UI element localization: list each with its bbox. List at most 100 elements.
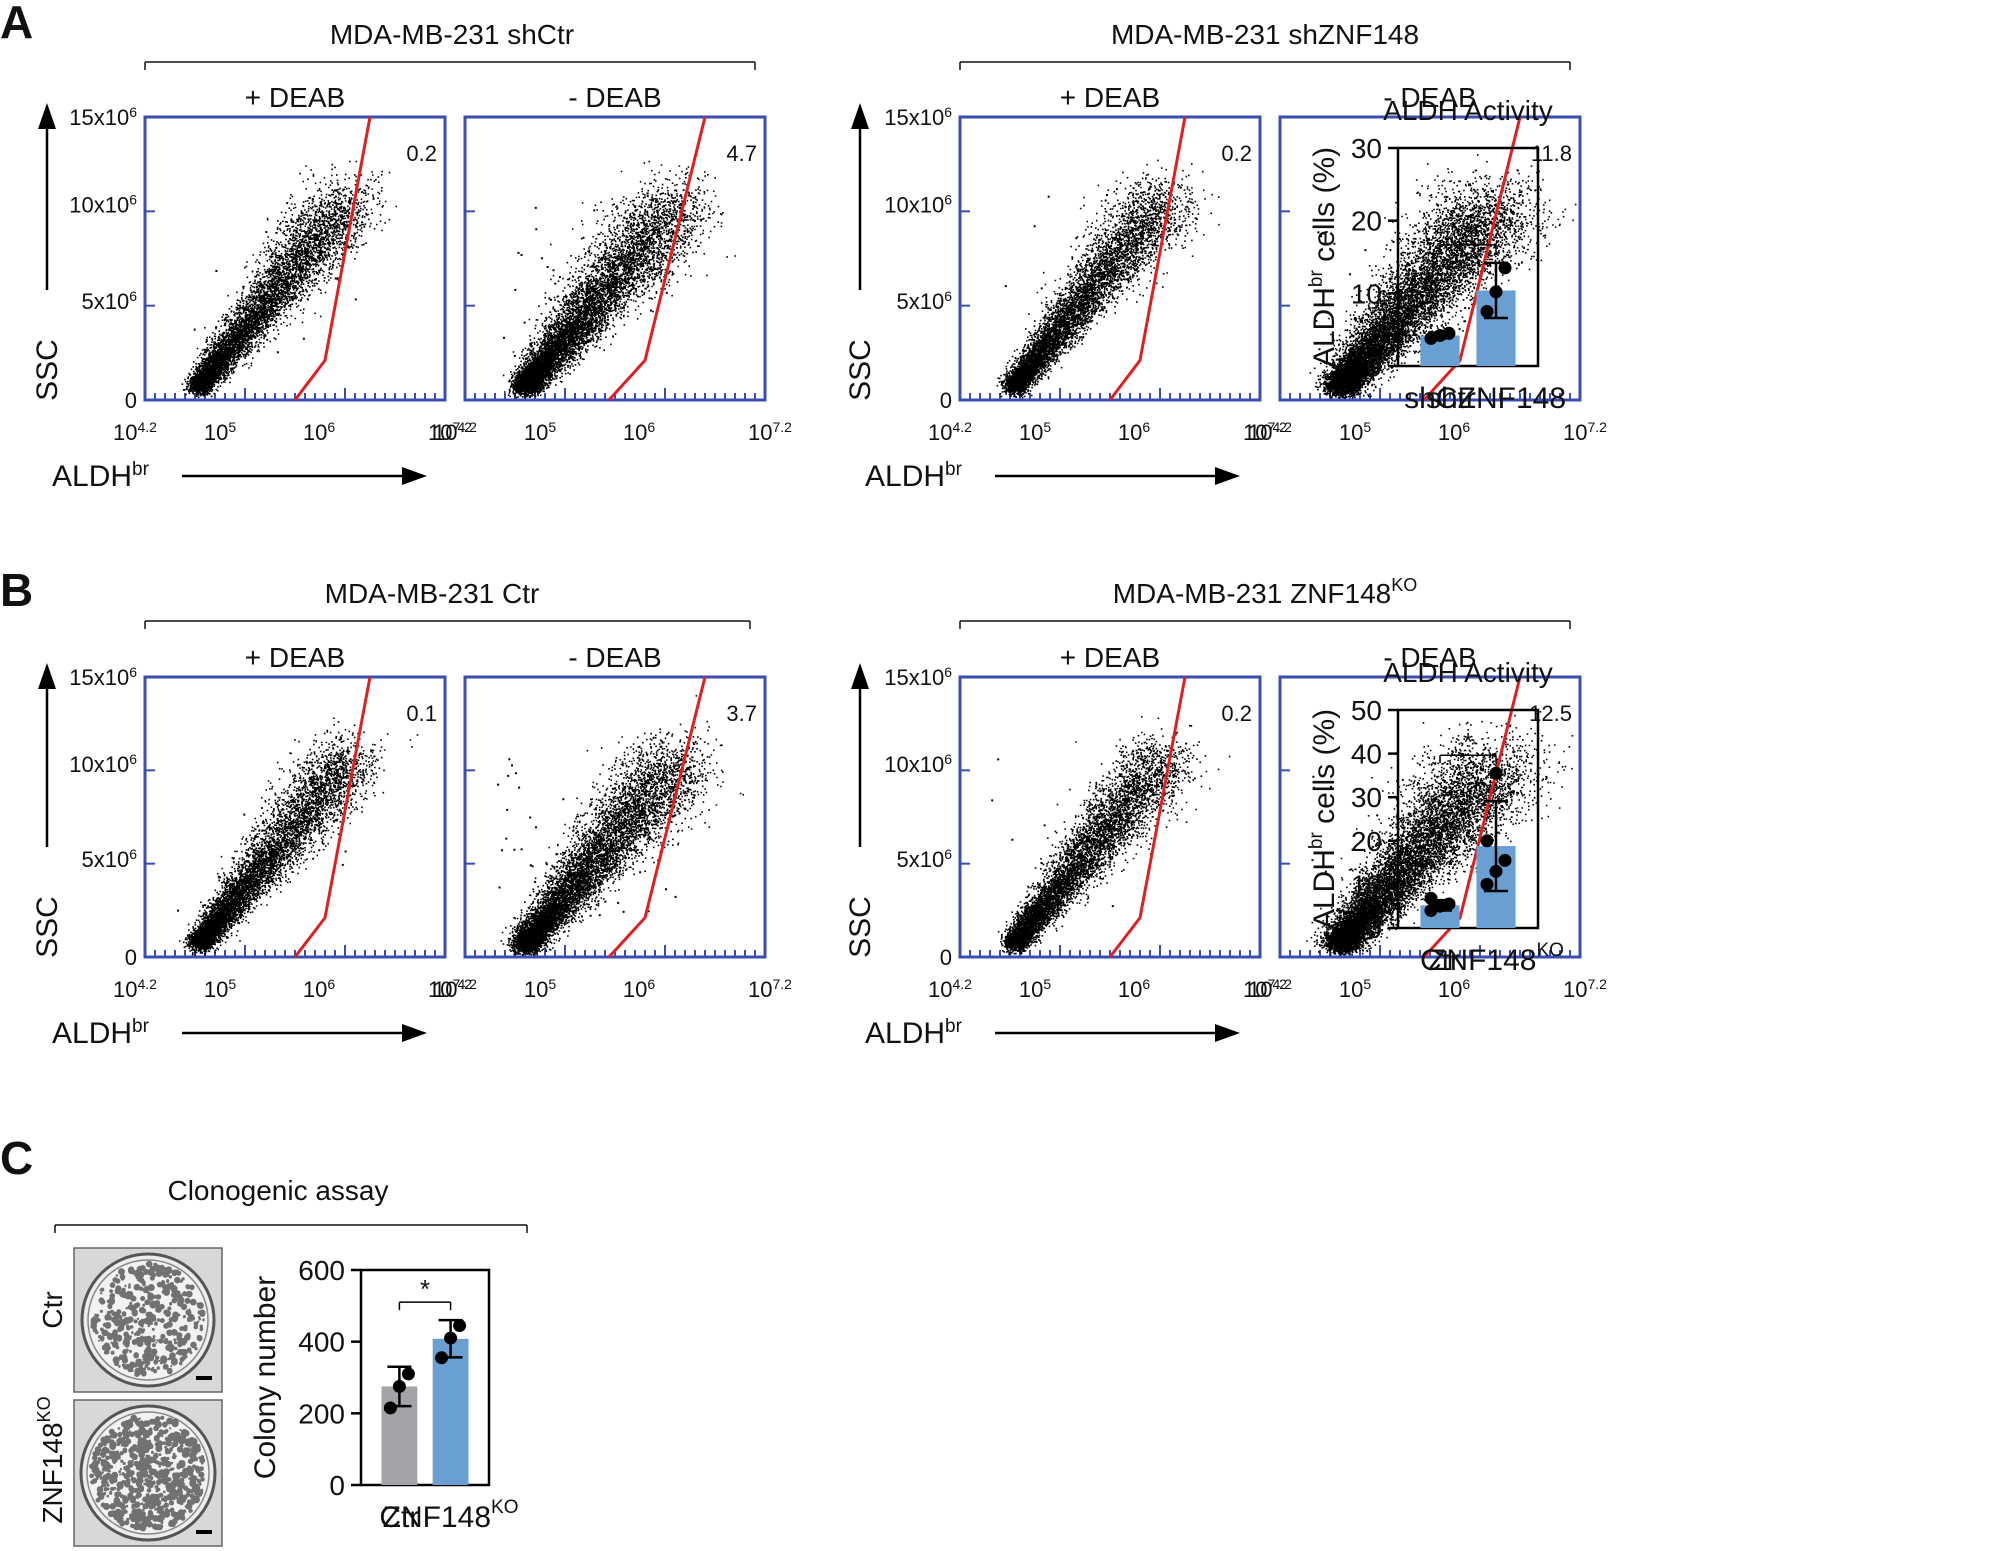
y-tick-label: 0 [1366,351,1382,382]
dish-image-ko [73,1399,223,1547]
flow-plot-a-1-0: 0.2 + DEAB 104.2 105 106 107.2 15x106 10x106 5x1… [884,82,1287,445]
group-title-b-left: MDA-MB-231 Ctr [325,578,540,609]
x-axis-label-aldh: ALDHbr [865,459,963,493]
x-tick-label: 106 [1438,976,1470,1002]
gate-value: 0.1 [406,701,437,726]
flow-axis-arrows: SSC ALDHbr [844,103,1240,493]
gate-value: 0.2 [406,141,437,166]
population-dots [996,159,1220,399]
x-axis-label-aldh: ALDHbr [52,459,150,493]
y-axis-label: ALDHbr cells (%) [1306,147,1341,367]
data-point [1498,853,1512,867]
y-tick-label: 10x106 [884,751,952,777]
x-tick-label: 105 [1019,419,1051,445]
gate-value: 3.7 [726,701,757,726]
y-tick-label: 5x106 [896,288,952,314]
x-axis-label-aldh: ALDHbr [865,1016,963,1050]
x-tick-label: 106 [623,976,655,1002]
chart-title: ALDH Activity [1383,95,1553,126]
y-tick-label: 15x106 [69,664,137,690]
gate-line [607,116,707,402]
significance-bracket: * [1439,727,1497,764]
x-tick-label: 107.2 [748,976,792,1002]
gate-value: 12.5 [1529,701,1572,726]
gate-line [1108,676,1187,958]
data-point [444,1331,458,1345]
group-title-a-left: MDA-MB-231 shCtr [330,19,574,50]
x-tick-label: 106 [1118,976,1150,1002]
data-point [383,1401,397,1415]
x-tick-label: 107.2 [428,976,472,1002]
category-label: Ctr [1420,944,1460,977]
population-dots [1306,711,1574,956]
y-tick-label: 400 [298,1327,345,1358]
flow-plot-a-0-0: 0.2 + DEAB 104.2 105 106 107.2 15x106 10x106 5x1… [69,82,472,445]
x-tick-label: 104.2 [433,976,477,1002]
axis-ticks [959,676,1261,958]
plot-condition-label: + DEAB [1060,82,1160,113]
x-tick-label: 106 [623,419,655,445]
group-title-b-right: MDA-MB-231 ZNF148KO [1113,575,1418,609]
y-tick-label: 5x106 [81,846,137,872]
y-tick-label: 30 [1351,133,1382,164]
significance-star: * [420,1274,430,1304]
y-tick-label: 0 [329,1470,345,1501]
y-axis-label-ssc: SSC [31,339,64,401]
significance-bracket: * [398,1274,452,1311]
x-tick-label: 104.2 [1248,976,1292,1002]
y-tick-label: 15x106 [884,104,952,130]
plot-condition-label: - DEAB [1383,642,1476,673]
plot-condition-label: - DEAB [568,82,661,113]
x-tick-label: 105 [204,419,236,445]
gate-line [293,116,372,401]
gate-line [607,676,707,959]
axis-ticks [144,676,446,958]
y-tick-label: 0 [940,388,952,413]
flow-axis-arrows: SSC ALDHbr [31,663,427,1050]
x-tick-label: 105 [524,419,556,445]
gate-value: 0.2 [1221,701,1252,726]
x-tick-label: 107.2 [428,419,472,445]
data-point [1442,897,1456,911]
flow-plot-b-0-1: 3.7 - DEAB 104.2 105 106 107.2 [433,642,792,1002]
x-tick-label: 104.2 [113,976,157,1002]
x-axis-label-aldh: ALDHbr [52,1016,150,1050]
y-tick-label: 5x106 [81,288,137,314]
data-point [1480,834,1494,848]
panel-letter-b: B [0,564,33,616]
data-point [453,1319,467,1333]
x-tick-label: 104.2 [433,419,477,445]
y-tick-label: 15x106 [884,664,952,690]
flow-plots: 0.2 + DEAB 104.2 105 106 107.2 15x106 10x106 5x1… [31,82,1607,1050]
y-tick-label: 0 [1366,913,1382,944]
chart-title: ALDH Activity [1383,657,1553,688]
data-point [1442,326,1456,340]
population-dots [177,717,419,956]
y-tick-label: 20 [1351,826,1382,857]
y-tick-label: 10 [1351,278,1382,309]
dish-label-ko: ZNF148KO [34,1396,68,1523]
y-axis-label-ssc: SSC [844,339,877,401]
y-tick-label: 30 [1351,782,1382,813]
significance-bracket: * [1439,217,1497,253]
x-tick-label: 107.2 [1243,976,1287,1002]
flow-axis-arrows: SSC ALDHbr [844,663,1240,1050]
gate-line [293,676,372,958]
x-tick-label: 107.2 [1563,976,1607,1002]
panel-letter-a: A [0,0,33,48]
group-title-b-right-sup: KO [1391,575,1417,595]
x-tick-label: 105 [204,976,236,1002]
y-tick-label: 10x106 [884,192,952,218]
population-dots [1309,154,1577,399]
population-dots [991,716,1231,956]
x-tick-label: 107.2 [748,419,792,445]
x-tick-label: 107.2 [1243,419,1287,445]
plot-condition-label: - DEAB [1383,82,1476,113]
x-tick-label: 104.2 [928,419,972,445]
gate-line [1108,116,1187,401]
x-tick-label: 104.2 [113,419,157,445]
data-point [392,1379,406,1393]
data-point [1489,864,1503,878]
y-tick-label: 0 [940,945,952,970]
